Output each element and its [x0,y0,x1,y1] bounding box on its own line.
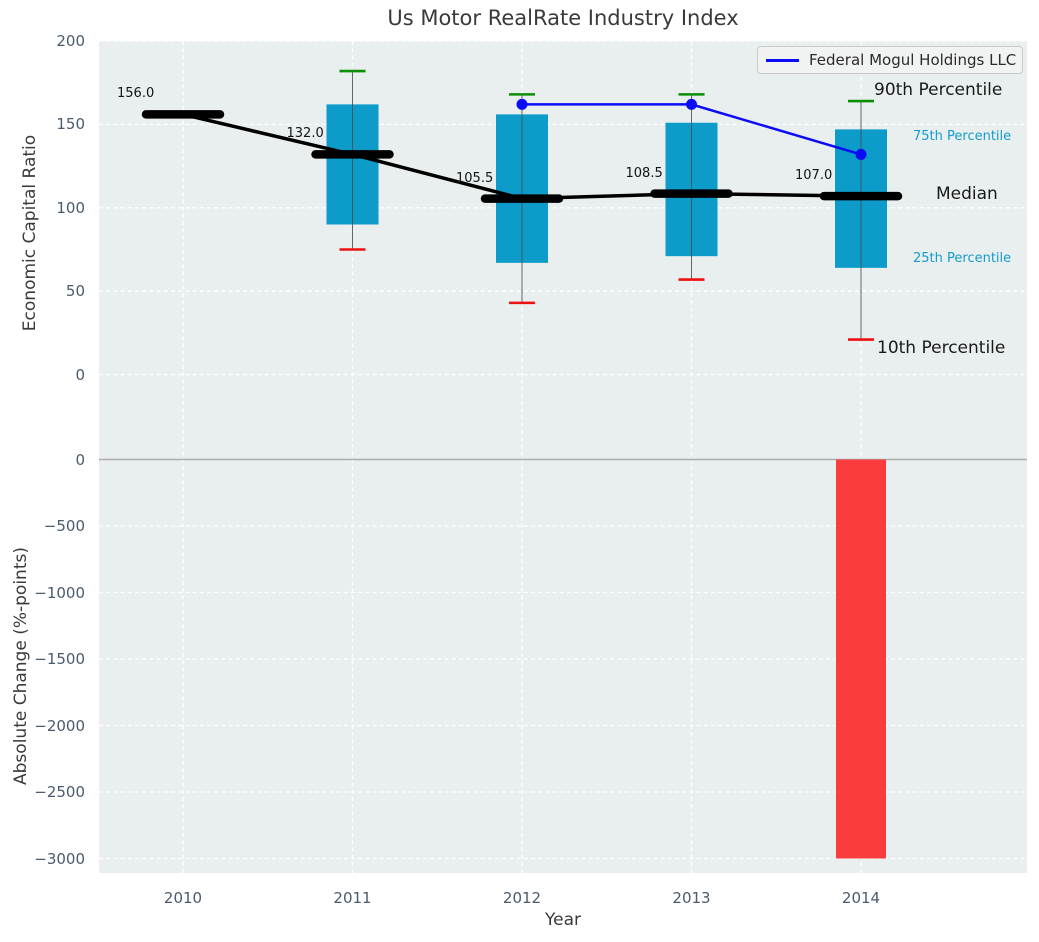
x-tick-label-2013: 2013 [672,889,711,907]
x-tick-label-2010: 2010 [163,889,203,907]
top-y-tick-label-0: 0 [75,365,85,384]
bottom-y-tick-label--1000: −1000 [34,583,85,602]
legend: Federal Mogul Holdings LLC [757,46,1023,74]
median-value-label-2011: 132.0 [286,126,324,142]
bottom-y-tick-label--2000: −2000 [34,716,85,735]
median-value-label-2013: 108.5 [625,165,663,181]
top-y-tick-label-100: 100 [56,198,85,217]
company-point-2013 [686,98,697,110]
bottom-y-tick-label--3000: −3000 [34,849,85,868]
median-value-label-2012: 105.5 [456,170,494,186]
bottom-y-tick-label--2500: −2500 [34,783,85,801]
bottom-y-tick-label-0: 0 [75,450,85,469]
annotation-10th-percentile: 10th Percentile [877,338,1006,358]
bottom-y-tick-label--1500: −1500 [34,650,85,668]
median-value-label-2010: 156.0 [117,86,155,102]
company-point-2012 [516,98,528,110]
change-bar-2014 [836,459,886,859]
top-y-tick-label-50: 50 [65,282,85,301]
x-tick-label-2011: 2011 [333,889,372,907]
median-value-label-2014: 107.0 [795,168,833,184]
annotation-75th-percentile: 75th Percentile [913,129,1012,144]
x-tick-label-2014: 2014 [841,889,881,907]
top-y-tick-label-200: 200 [56,32,85,50]
x-tick-label-2012: 2012 [502,889,542,907]
top-y-tick-label-150: 150 [56,115,85,134]
legend-line-sample-icon [766,58,799,62]
bottom-y-tick-label--500: −500 [43,517,85,535]
annotation-25th-percentile: 25th Percentile [913,251,1012,266]
legend-series-label: Federal Mogul Holdings LLC [809,51,1017,69]
chart-title: Us Motor RealRate Industry Index [387,6,739,30]
annotation-median: Median [936,184,998,204]
company-point-2014 [855,148,867,160]
annotation-90th-percentile: 90th Percentile [874,80,1003,100]
x-axis-label: Year [545,910,581,930]
